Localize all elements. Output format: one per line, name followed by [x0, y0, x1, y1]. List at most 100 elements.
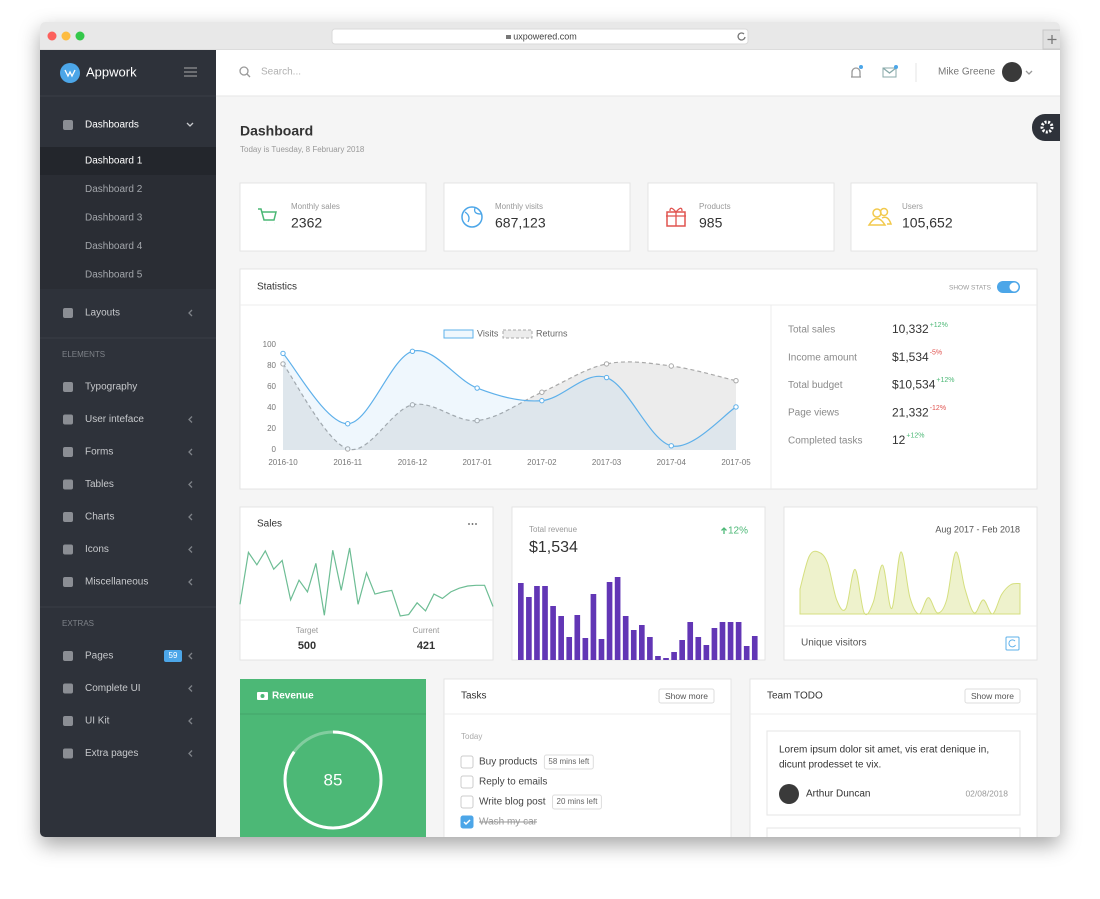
task-note: 58 mins left — [548, 757, 590, 766]
reload-icon[interactable] — [737, 32, 746, 41]
menu-dots[interactable] — [471, 523, 474, 525]
submenu-item[interactable]: Dashboard 5 — [85, 270, 143, 281]
bell-icon[interactable] — [851, 67, 861, 78]
data-point — [345, 421, 351, 427]
window-button[interactable] — [61, 31, 71, 41]
bar — [566, 637, 573, 660]
menu-item[interactable]: Forms — [85, 447, 113, 458]
menu-item[interactable]: Dashboards — [85, 120, 139, 131]
menu-item[interactable]: Icons — [85, 544, 109, 555]
submenu-item[interactable]: Dashboard 3 — [85, 213, 143, 224]
menu-item[interactable]: Pages — [85, 651, 113, 662]
globe-icon — [461, 206, 483, 228]
menu-icon — [63, 748, 73, 759]
menu-icon — [63, 120, 73, 130]
bar — [743, 646, 750, 660]
refresh-button[interactable] — [1005, 636, 1020, 651]
bar — [703, 645, 710, 660]
search-icon — [239, 66, 249, 76]
button[interactable] — [658, 688, 715, 704]
refresh-icon — [1008, 639, 1016, 648]
window-button[interactable] — [47, 31, 57, 41]
x-tick-label: 2017-03 — [592, 458, 622, 467]
chevron — [188, 750, 193, 757]
x-tick-label: 2016-11 — [333, 458, 362, 467]
summary-label: Total sales — [788, 325, 835, 336]
menu-item[interactable]: Tables — [85, 479, 114, 490]
menu-item[interactable]: Charts — [85, 512, 114, 523]
badge-text: 59 — [169, 651, 178, 660]
checkbox[interactable] — [460, 775, 474, 789]
data-point — [474, 417, 480, 424]
bar — [687, 622, 694, 660]
target-value: 500 — [298, 640, 316, 652]
data-point — [539, 397, 545, 404]
revenue-value: $1,534 — [529, 539, 578, 556]
y-tick-label: 40 — [267, 403, 276, 412]
button[interactable] — [964, 688, 1021, 704]
menu-item[interactable]: UI Kit — [85, 716, 110, 727]
menu-item[interactable]: Miscellaneous — [85, 577, 148, 588]
revenue-widget — [240, 679, 426, 837]
summary-value: $10,534 — [892, 378, 936, 392]
toggle-label: SHOW STATS — [949, 285, 992, 292]
menu-icon — [63, 308, 73, 318]
stat-card — [239, 182, 427, 252]
data-point — [733, 378, 739, 384]
cart-icon — [258, 208, 277, 224]
bar — [663, 658, 669, 660]
progress-value: 85 — [324, 770, 343, 789]
bar — [606, 582, 613, 660]
checkbox[interactable] — [460, 755, 474, 769]
bar — [582, 638, 589, 660]
window-content: uxpowered.com Appwork Dashboards Dashboard … — [40, 22, 1060, 837]
stat-label: Users — [902, 202, 923, 211]
current-label: Current — [413, 626, 440, 635]
sparkline — [239, 547, 494, 617]
legend-swatch — [443, 329, 474, 339]
globe-icon — [464, 207, 482, 223]
lock-icon — [506, 35, 511, 39]
menu-dots[interactable] — [475, 523, 477, 525]
mail-icon — [882, 67, 897, 74]
submenu-item[interactable]: Dashboard 2 — [85, 184, 143, 195]
legend-label: Returns — [536, 328, 568, 338]
users-icon — [879, 207, 889, 217]
window-button[interactable] — [75, 31, 85, 41]
y-tick-label: 20 — [267, 424, 276, 433]
chevron — [188, 546, 193, 553]
stat-label: Products — [699, 202, 731, 211]
bar — [751, 636, 758, 660]
menu-item[interactable]: Typography — [85, 382, 137, 393]
menu-item[interactable]: Complete UI — [85, 683, 141, 694]
data-point — [474, 385, 480, 391]
menu-icon — [63, 382, 73, 392]
data-point — [668, 363, 674, 369]
bar — [630, 630, 637, 660]
chevron — [1025, 70, 1033, 75]
menu-item[interactable]: Extra pages — [85, 748, 138, 759]
avatar — [779, 784, 799, 804]
summary-change: +12% — [906, 433, 924, 440]
menu-item[interactable]: User inteface — [85, 414, 144, 425]
x-tick-label: 2017-05 — [721, 458, 751, 467]
bar — [695, 637, 702, 660]
avatar[interactable] — [1002, 62, 1022, 82]
chevron — [186, 122, 194, 127]
menu-icon — [63, 577, 73, 587]
summary-change: +12% — [936, 377, 954, 384]
submenu-item[interactable]: Dashboard 1 — [85, 156, 143, 167]
user-name[interactable]: Mike Greene — [938, 67, 996, 78]
checkbox[interactable] — [460, 795, 474, 809]
data-point — [603, 361, 610, 367]
bar — [719, 622, 726, 660]
x-tick-label: 2017-02 — [527, 458, 557, 467]
menu-item[interactable]: Layouts — [85, 308, 120, 319]
y-tick-label: 100 — [263, 340, 277, 349]
menu-dots[interactable] — [468, 523, 470, 525]
search-input[interactable]: Search... — [261, 67, 301, 78]
mail-icon[interactable] — [882, 67, 897, 78]
menu-icon — [63, 683, 73, 694]
submenu-item[interactable]: Dashboard 4 — [85, 241, 143, 252]
legend-swatch — [502, 329, 533, 339]
